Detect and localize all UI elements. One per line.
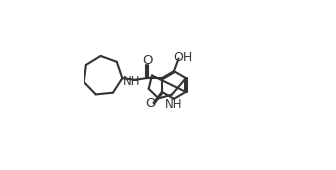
- Text: O: O: [142, 54, 152, 67]
- Text: NH: NH: [165, 98, 182, 111]
- Text: O: O: [145, 97, 155, 110]
- Text: NH: NH: [123, 75, 141, 88]
- Text: OH: OH: [173, 51, 193, 64]
